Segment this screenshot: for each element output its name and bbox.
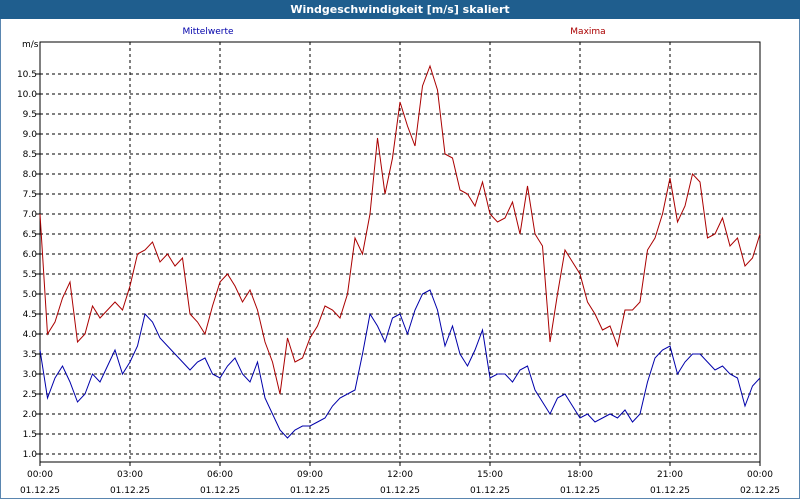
legend-max: Maxima (570, 27, 605, 37)
x-tick-date: 01.12.25 (470, 486, 510, 496)
x-tick-date: 01.12.25 (110, 486, 150, 496)
x-tick-time: 03:00 (117, 470, 143, 480)
x-tick-date: 01.12.25 (290, 486, 330, 496)
y-tick-label: 1.0 (23, 450, 38, 460)
x-tick-time: 00:00 (27, 470, 53, 480)
series-line-mittelwerte (39, 289, 761, 439)
y-tick-label: 9.5 (23, 110, 37, 120)
x-tick-date: 01.12.25 (20, 486, 60, 496)
x-tick-date: 01.12.25 (200, 486, 240, 496)
y-tick-label: 6.0 (23, 250, 38, 260)
x-tick-date: 01.12.25 (380, 486, 420, 496)
x-tick-date: 01.12.25 (650, 486, 690, 496)
y-tick-label: 8.5 (23, 150, 37, 160)
y-axis-unit: m/s (22, 40, 39, 50)
x-tick-time: 09:00 (297, 470, 323, 480)
y-tick-label: 8.0 (23, 170, 38, 180)
y-tick-label: 4.5 (23, 310, 37, 320)
x-tick-date: 01.12.25 (560, 486, 600, 496)
y-tick-label: 6.5 (23, 230, 37, 240)
y-tick-label: 10.5 (17, 70, 37, 80)
y-tick-label: 2.0 (23, 410, 38, 420)
series-lines (39, 64, 761, 439)
series-line-maxima (39, 64, 761, 395)
y-tick-label: 7.0 (23, 210, 38, 220)
x-tick-time: 00:00 (747, 470, 773, 480)
y-tick-label: 4.0 (23, 330, 38, 340)
y-tick-label: 5.0 (23, 290, 38, 300)
y-tick-label: 7.5 (23, 190, 37, 200)
x-tick-time: 12:00 (387, 470, 413, 480)
y-tick-label: 3.5 (23, 350, 37, 360)
x-tick-time: 06:00 (207, 470, 233, 480)
x-tick-date: 02.12.25 (740, 486, 780, 496)
y-tick-label: 5.5 (23, 270, 37, 280)
x-tick-time: 15:00 (477, 470, 503, 480)
y-tick-label: 2.5 (23, 390, 37, 400)
plot-area (39, 41, 761, 463)
window-title: Windgeschwindigkeit [m/s] skaliert (0, 0, 800, 19)
y-tick-label: 9.0 (23, 130, 38, 140)
x-tick-labels: 00:00 01.12.25 03:00 01.12.25 06:00 01.12.25 0… (20, 470, 780, 496)
y-tick-label: 10.0 (17, 90, 37, 100)
y-tick-label: 3.0 (23, 370, 38, 380)
y-tick-label: 1.5 (23, 430, 37, 440)
legend-mean: Mittelwerte (182, 27, 233, 37)
grid-lines (36, 42, 761, 466)
y-tick-labels: 1.0 1.5 2.0 2.5 3.0 3.5 4.0 4.5 5.0 5.5 6.0 6.5 7.0 7… (17, 70, 37, 460)
x-tick-time: 18:00 (567, 470, 593, 480)
x-tick-time: 21:00 (657, 470, 683, 480)
